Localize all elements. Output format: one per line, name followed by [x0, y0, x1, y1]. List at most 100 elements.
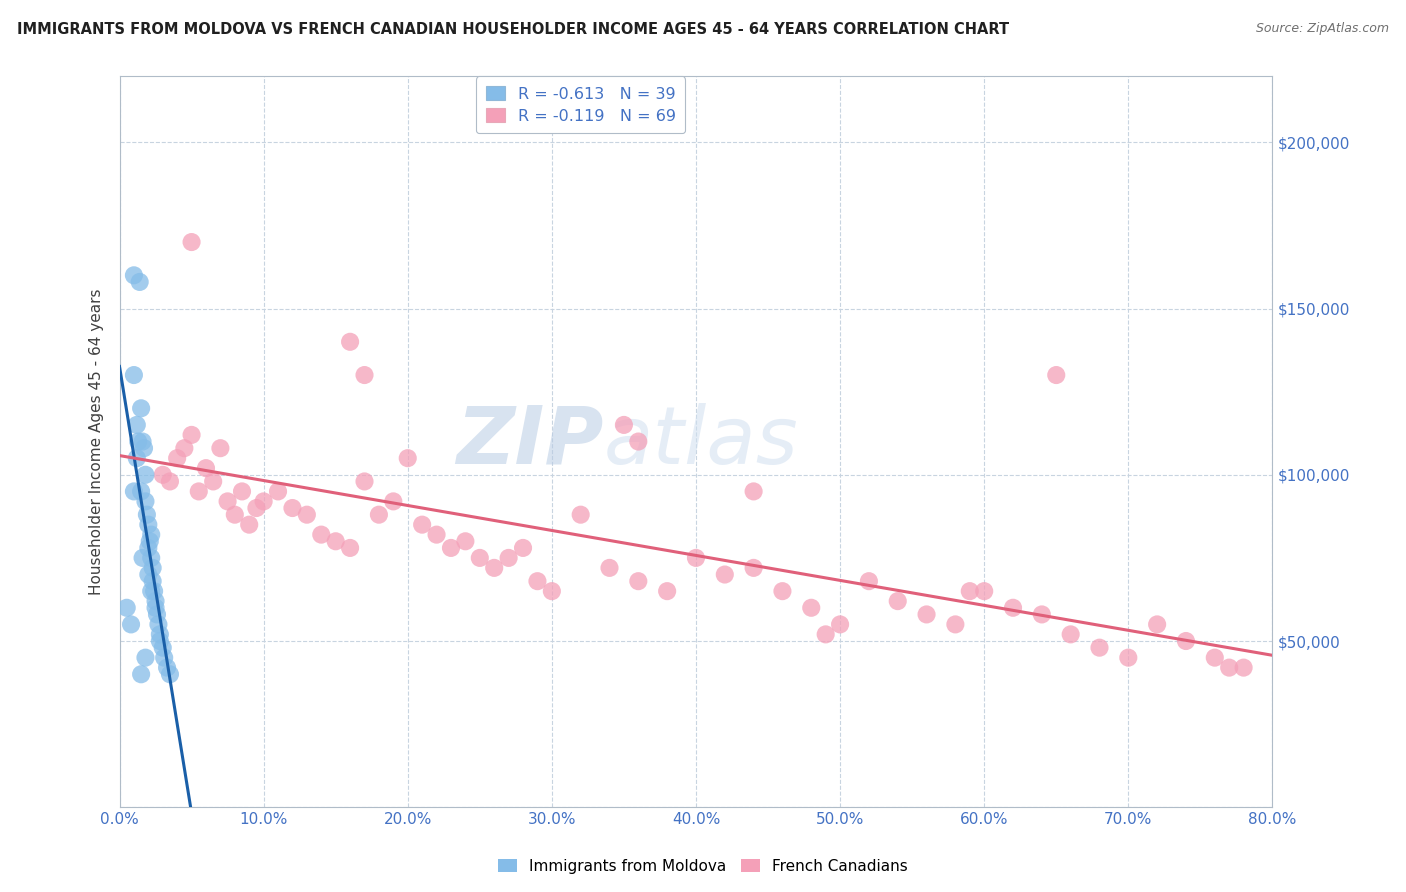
- Point: [128, 275, 150, 289]
- Point: [145, 594, 167, 608]
- Point: [396, 451, 419, 466]
- Point: [468, 550, 491, 565]
- Point: [382, 494, 405, 508]
- Point: [115, 600, 138, 615]
- Point: [353, 475, 375, 489]
- Point: [224, 508, 246, 522]
- Point: [149, 634, 172, 648]
- Text: ZIP: ZIP: [457, 402, 603, 481]
- Point: [425, 527, 447, 541]
- Point: [153, 650, 176, 665]
- Point: [122, 268, 145, 283]
- Point: [173, 441, 195, 455]
- Point: [1045, 368, 1067, 382]
- Point: [1001, 600, 1024, 615]
- Point: [138, 567, 160, 582]
- Point: [685, 550, 707, 565]
- Point: [202, 475, 225, 489]
- Point: [540, 584, 562, 599]
- Point: [1204, 650, 1226, 665]
- Point: [814, 627, 837, 641]
- Point: [131, 550, 153, 565]
- Point: [141, 527, 163, 541]
- Point: [138, 541, 160, 555]
- Point: [411, 517, 433, 532]
- Point: [830, 617, 852, 632]
- Point: [742, 484, 765, 499]
- Point: [180, 235, 202, 249]
- Point: [339, 541, 361, 555]
- Point: [498, 550, 520, 565]
- Point: [131, 434, 153, 449]
- Point: [973, 584, 995, 599]
- Point: [134, 650, 156, 665]
- Point: [149, 627, 172, 641]
- Legend: Immigrants from Moldova, French Canadians: Immigrants from Moldova, French Canadian…: [492, 853, 914, 880]
- Point: [627, 574, 650, 589]
- Point: [714, 567, 737, 582]
- Point: [526, 574, 548, 589]
- Legend: R = -0.613   N = 39, R = -0.119   N = 69: R = -0.613 N = 39, R = -0.119 N = 69: [477, 77, 685, 133]
- Point: [159, 475, 181, 489]
- Point: [187, 484, 209, 499]
- Point: [887, 594, 910, 608]
- Point: [295, 508, 318, 522]
- Point: [512, 541, 534, 555]
- Point: [599, 561, 621, 575]
- Point: [1146, 617, 1168, 632]
- Point: [152, 640, 174, 655]
- Point: [129, 667, 152, 681]
- Point: [484, 561, 506, 575]
- Point: [613, 417, 636, 432]
- Point: [1175, 634, 1198, 648]
- Point: [569, 508, 592, 522]
- Point: [180, 428, 202, 442]
- Point: [1060, 627, 1083, 641]
- Point: [139, 534, 162, 549]
- Point: [368, 508, 391, 522]
- Point: [125, 451, 148, 466]
- Point: [1118, 650, 1140, 665]
- Point: [209, 441, 232, 455]
- Point: [122, 368, 145, 382]
- Point: [217, 494, 239, 508]
- Point: [134, 494, 156, 508]
- Point: [194, 461, 218, 475]
- Point: [742, 561, 765, 575]
- Point: [440, 541, 463, 555]
- Point: [1088, 640, 1111, 655]
- Point: [145, 600, 167, 615]
- Point: [1031, 607, 1053, 622]
- Point: [141, 584, 163, 599]
- Point: [915, 607, 938, 622]
- Text: IMMIGRANTS FROM MOLDOVA VS FRENCH CANADIAN HOUSEHOLDER INCOME AGES 45 - 64 YEARS: IMMIGRANTS FROM MOLDOVA VS FRENCH CANADI…: [17, 22, 1010, 37]
- Point: [772, 584, 794, 599]
- Point: [152, 467, 174, 482]
- Point: [156, 660, 179, 674]
- Point: [143, 584, 166, 599]
- Point: [959, 584, 981, 599]
- Point: [858, 574, 880, 589]
- Point: [122, 484, 145, 499]
- Point: [1218, 660, 1240, 674]
- Point: [231, 484, 253, 499]
- Point: [142, 574, 165, 589]
- Point: [129, 484, 152, 499]
- Point: [627, 434, 650, 449]
- Point: [325, 534, 347, 549]
- Point: [1233, 660, 1256, 674]
- Point: [454, 534, 477, 549]
- Point: [148, 617, 170, 632]
- Point: [800, 600, 823, 615]
- Point: [281, 501, 304, 516]
- Point: [132, 441, 155, 455]
- Point: [159, 667, 181, 681]
- Point: [166, 451, 188, 466]
- Point: [238, 517, 260, 532]
- Point: [125, 417, 148, 432]
- Point: [245, 501, 267, 516]
- Point: [134, 467, 156, 482]
- Point: [655, 584, 679, 599]
- Point: [945, 617, 967, 632]
- Point: [146, 607, 169, 622]
